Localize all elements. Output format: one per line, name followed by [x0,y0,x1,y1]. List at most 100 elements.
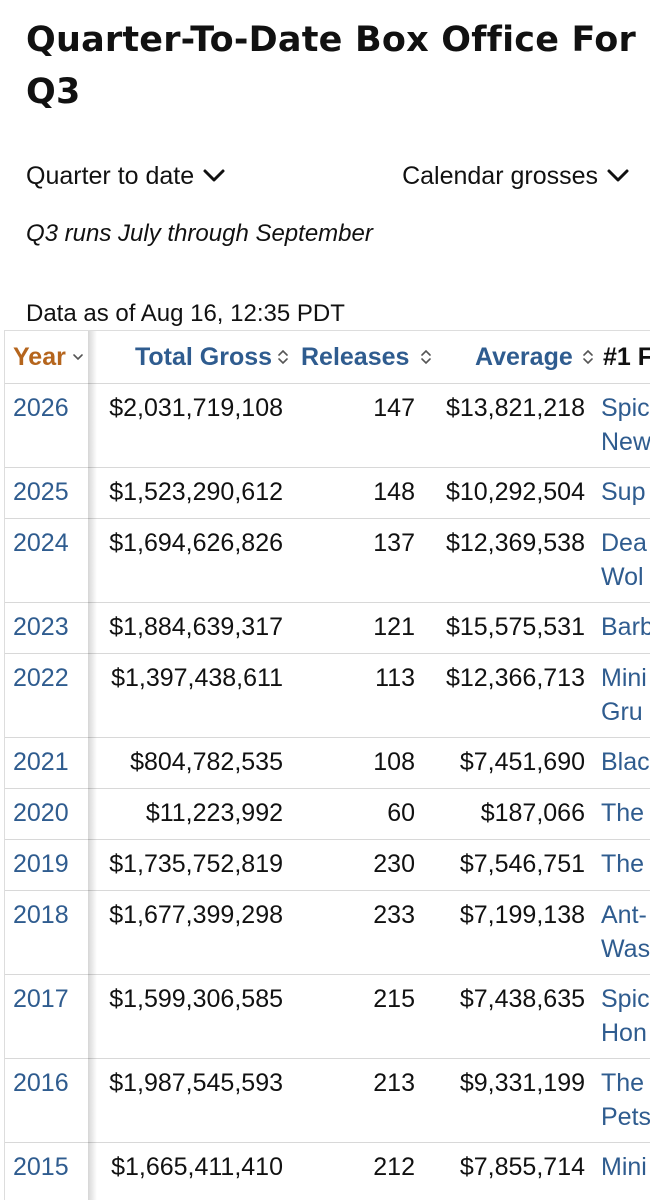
number-one-film-link[interactable]: Spic Hon [601,982,650,1052]
average-value: $7,546,751 [459,850,585,878]
total-gross-value: $1,735,752,819 [109,850,283,878]
column-header-number-one-film-label: #1 F [603,342,650,371]
number-one-film-link[interactable]: The [601,796,650,866]
number-one-film-line: Gru [601,698,643,726]
sticky-column-shadow [88,331,97,1200]
number-one-film-line: Ant- [601,901,647,929]
number-one-film-link[interactable]: Mini [601,1150,650,1200]
table-row: 2026 $2,031,719,108 147 $13,821,218 Spic New [5,383,650,467]
table-row: 2018 $1,677,399,298 233 $7,199,138 Ant- Was [5,890,650,974]
year-link[interactable]: 2019 [13,850,69,878]
period-dropdown[interactable]: Quarter to date [26,158,226,194]
releases-value: 60 [387,799,415,827]
total-gross-value: $1,397,438,611 [111,664,283,692]
year-link[interactable]: 2022 [13,664,69,692]
number-one-film-link[interactable]: Blac [601,745,650,815]
table-row: 2015 $1,665,411,410 212 $7,855,714 Mini [5,1142,650,1193]
number-one-film-line: Was [601,935,650,963]
year-link[interactable]: 2023 [13,613,69,641]
releases-value: 230 [373,850,415,878]
column-header-total-gross-label: Total Gross [135,342,273,371]
sort-updown-icon [421,349,432,365]
total-gross-value: $2,031,719,108 [109,394,283,422]
year-link[interactable]: 2026 [13,394,69,422]
total-gross-value: $1,665,411,410 [111,1153,283,1181]
total-gross-value: $1,599,306,585 [109,985,283,1013]
year-link[interactable]: 2020 [13,799,69,827]
table-row: 2020 $11,223,992 60 $187,066 The [5,788,650,839]
column-header-total-gross[interactable]: Total Gross [135,331,290,383]
number-one-film-link[interactable]: Barb [601,610,650,680]
year-link[interactable]: 2021 [13,748,69,776]
number-one-film-line: Spic [601,394,650,422]
number-one-film-link[interactable]: The [601,847,650,917]
number-one-film-line: Blac [601,748,650,776]
number-one-film-link[interactable]: Mini Gru [601,661,650,731]
releases-value: 121 [373,613,415,641]
table-row: 2019 $1,735,752,819 230 $7,546,751 The [5,839,650,890]
releases-value: 147 [373,394,415,422]
year-link[interactable]: 2016 [13,1069,69,1097]
number-one-film-line: Mini [601,1153,647,1181]
releases-value: 233 [373,901,415,929]
average-value: $187,066 [480,799,585,827]
number-one-film-line: Mini [601,664,647,692]
sort-updown-icon [582,349,593,365]
number-one-film-line: The [601,799,645,827]
releases-value: 113 [375,664,415,692]
box-office-table: Year Total Gross Releases Average #1 F 2… [4,330,650,1200]
number-one-film-line: Barb [601,613,650,641]
year-link[interactable]: 2017 [13,985,69,1013]
period-dropdown-label: Quarter to date [26,161,195,190]
releases-value: 215 [373,985,415,1013]
column-header-releases-label: Releases [301,342,410,371]
number-one-film-line: Wol [601,563,644,591]
number-one-film-line: Sup [601,478,646,506]
grosses-dropdown-label: Calendar grosses [402,161,598,190]
chevron-down-icon [203,169,225,182]
sort-down-icon [73,354,83,361]
number-one-film-link[interactable]: Ant- Was [601,898,650,968]
number-one-film-line: Dea [601,529,647,557]
data-timestamp: Data as of Aug 16, 12:35 PDT [26,300,345,327]
total-gross-value: $11,223,992 [145,799,283,827]
column-header-average-label: Average [475,342,573,371]
table-row: 2024 $1,694,626,826 137 $12,369,538 Dea Wol [5,518,650,602]
table-row: 2025 $1,523,290,612 148 $10,292,504 Sup [5,467,650,518]
year-link[interactable]: 2015 [13,1153,69,1181]
page-title: Quarter-To-Date Box Office For Q3 [26,20,636,112]
sort-updown-icon [278,349,288,365]
total-gross-value: $1,987,545,593 [109,1069,283,1097]
table-row: 2017 $1,599,306,585 215 $7,438,635 Spic Hon [5,974,650,1058]
total-gross-value: $1,884,639,317 [109,613,283,641]
table-row: 2022 $1,397,438,611 113 $12,366,713 Mini Gru [5,653,650,737]
total-gross-value: $804,782,535 [130,748,283,776]
releases-value: 137 [373,529,415,557]
average-value: $13,821,218 [445,394,585,422]
number-one-film-line: Hon [601,1019,647,1047]
column-header-year[interactable]: Year [13,331,84,383]
quarter-note: Q3 runs July through September [26,220,373,247]
grosses-dropdown[interactable]: Calendar grosses [402,158,630,194]
average-value: $10,292,504 [445,478,585,506]
number-one-film-link[interactable]: Sup [601,475,650,545]
number-one-film-link[interactable]: Dea Wol [601,526,650,596]
average-value: $9,331,199 [459,1069,585,1097]
number-one-film-link[interactable]: Spic New [601,391,650,461]
column-header-number-one-film[interactable]: #1 F [603,331,650,383]
total-gross-value: $1,677,399,298 [109,901,283,929]
year-link[interactable]: 2024 [13,529,69,557]
number-one-film-line: New [601,428,650,456]
column-header-average[interactable]: Average [475,331,595,383]
number-one-film-line: Pets [601,1103,650,1131]
total-gross-value: $1,694,626,826 [109,529,283,557]
number-one-film-link[interactable]: The Pets [601,1066,650,1136]
releases-value: 148 [373,478,415,506]
column-header-releases[interactable]: Releases [301,331,433,383]
year-link[interactable]: 2025 [13,478,69,506]
average-value: $7,438,635 [459,985,585,1013]
average-value: $7,451,690 [459,748,585,776]
table-row: 2021 $804,782,535 108 $7,451,690 Blac [5,737,650,788]
year-link[interactable]: 2018 [13,901,69,929]
number-one-film-line: The [601,1069,645,1097]
